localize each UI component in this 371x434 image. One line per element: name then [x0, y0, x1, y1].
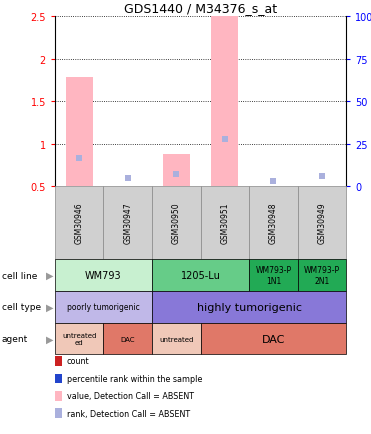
Text: agent: agent: [2, 334, 28, 343]
Text: GSM30948: GSM30948: [269, 202, 278, 244]
Text: ▶: ▶: [46, 334, 53, 344]
Bar: [163, 155, 190, 187]
Text: DAC: DAC: [262, 334, 285, 344]
Text: percentile rank within the sample: percentile rank within the sample: [67, 374, 202, 383]
Text: GSM30950: GSM30950: [172, 202, 181, 244]
Bar: [66, 78, 92, 187]
Text: WM793-P
2N1: WM793-P 2N1: [304, 266, 340, 285]
Text: cell line: cell line: [2, 271, 37, 280]
Text: untreated: untreated: [159, 336, 193, 342]
Text: GSM30946: GSM30946: [75, 202, 84, 244]
Text: ▶: ▶: [46, 270, 53, 280]
Text: value, Detection Call = ABSENT: value, Detection Call = ABSENT: [67, 391, 194, 400]
Text: rank, Detection Call = ABSENT: rank, Detection Call = ABSENT: [67, 409, 190, 418]
Bar: [211, 17, 238, 187]
Text: 1205-Lu: 1205-Lu: [181, 270, 220, 280]
Text: cell type: cell type: [2, 302, 41, 312]
Text: GSM30951: GSM30951: [220, 202, 229, 244]
Text: highly tumorigenic: highly tumorigenic: [197, 302, 302, 312]
Text: GSM30949: GSM30949: [317, 202, 326, 244]
Text: untreated
ed: untreated ed: [62, 332, 96, 345]
Text: ▶: ▶: [46, 302, 53, 312]
Text: DAC: DAC: [121, 336, 135, 342]
Text: GSM30947: GSM30947: [123, 202, 132, 244]
Text: WM793: WM793: [85, 270, 122, 280]
Text: count: count: [67, 357, 89, 365]
Title: GDS1440 / M34376_s_at: GDS1440 / M34376_s_at: [124, 2, 277, 15]
Text: poorly tumorigenic: poorly tumorigenic: [67, 302, 140, 312]
Text: WM793-P
1N1: WM793-P 1N1: [255, 266, 291, 285]
